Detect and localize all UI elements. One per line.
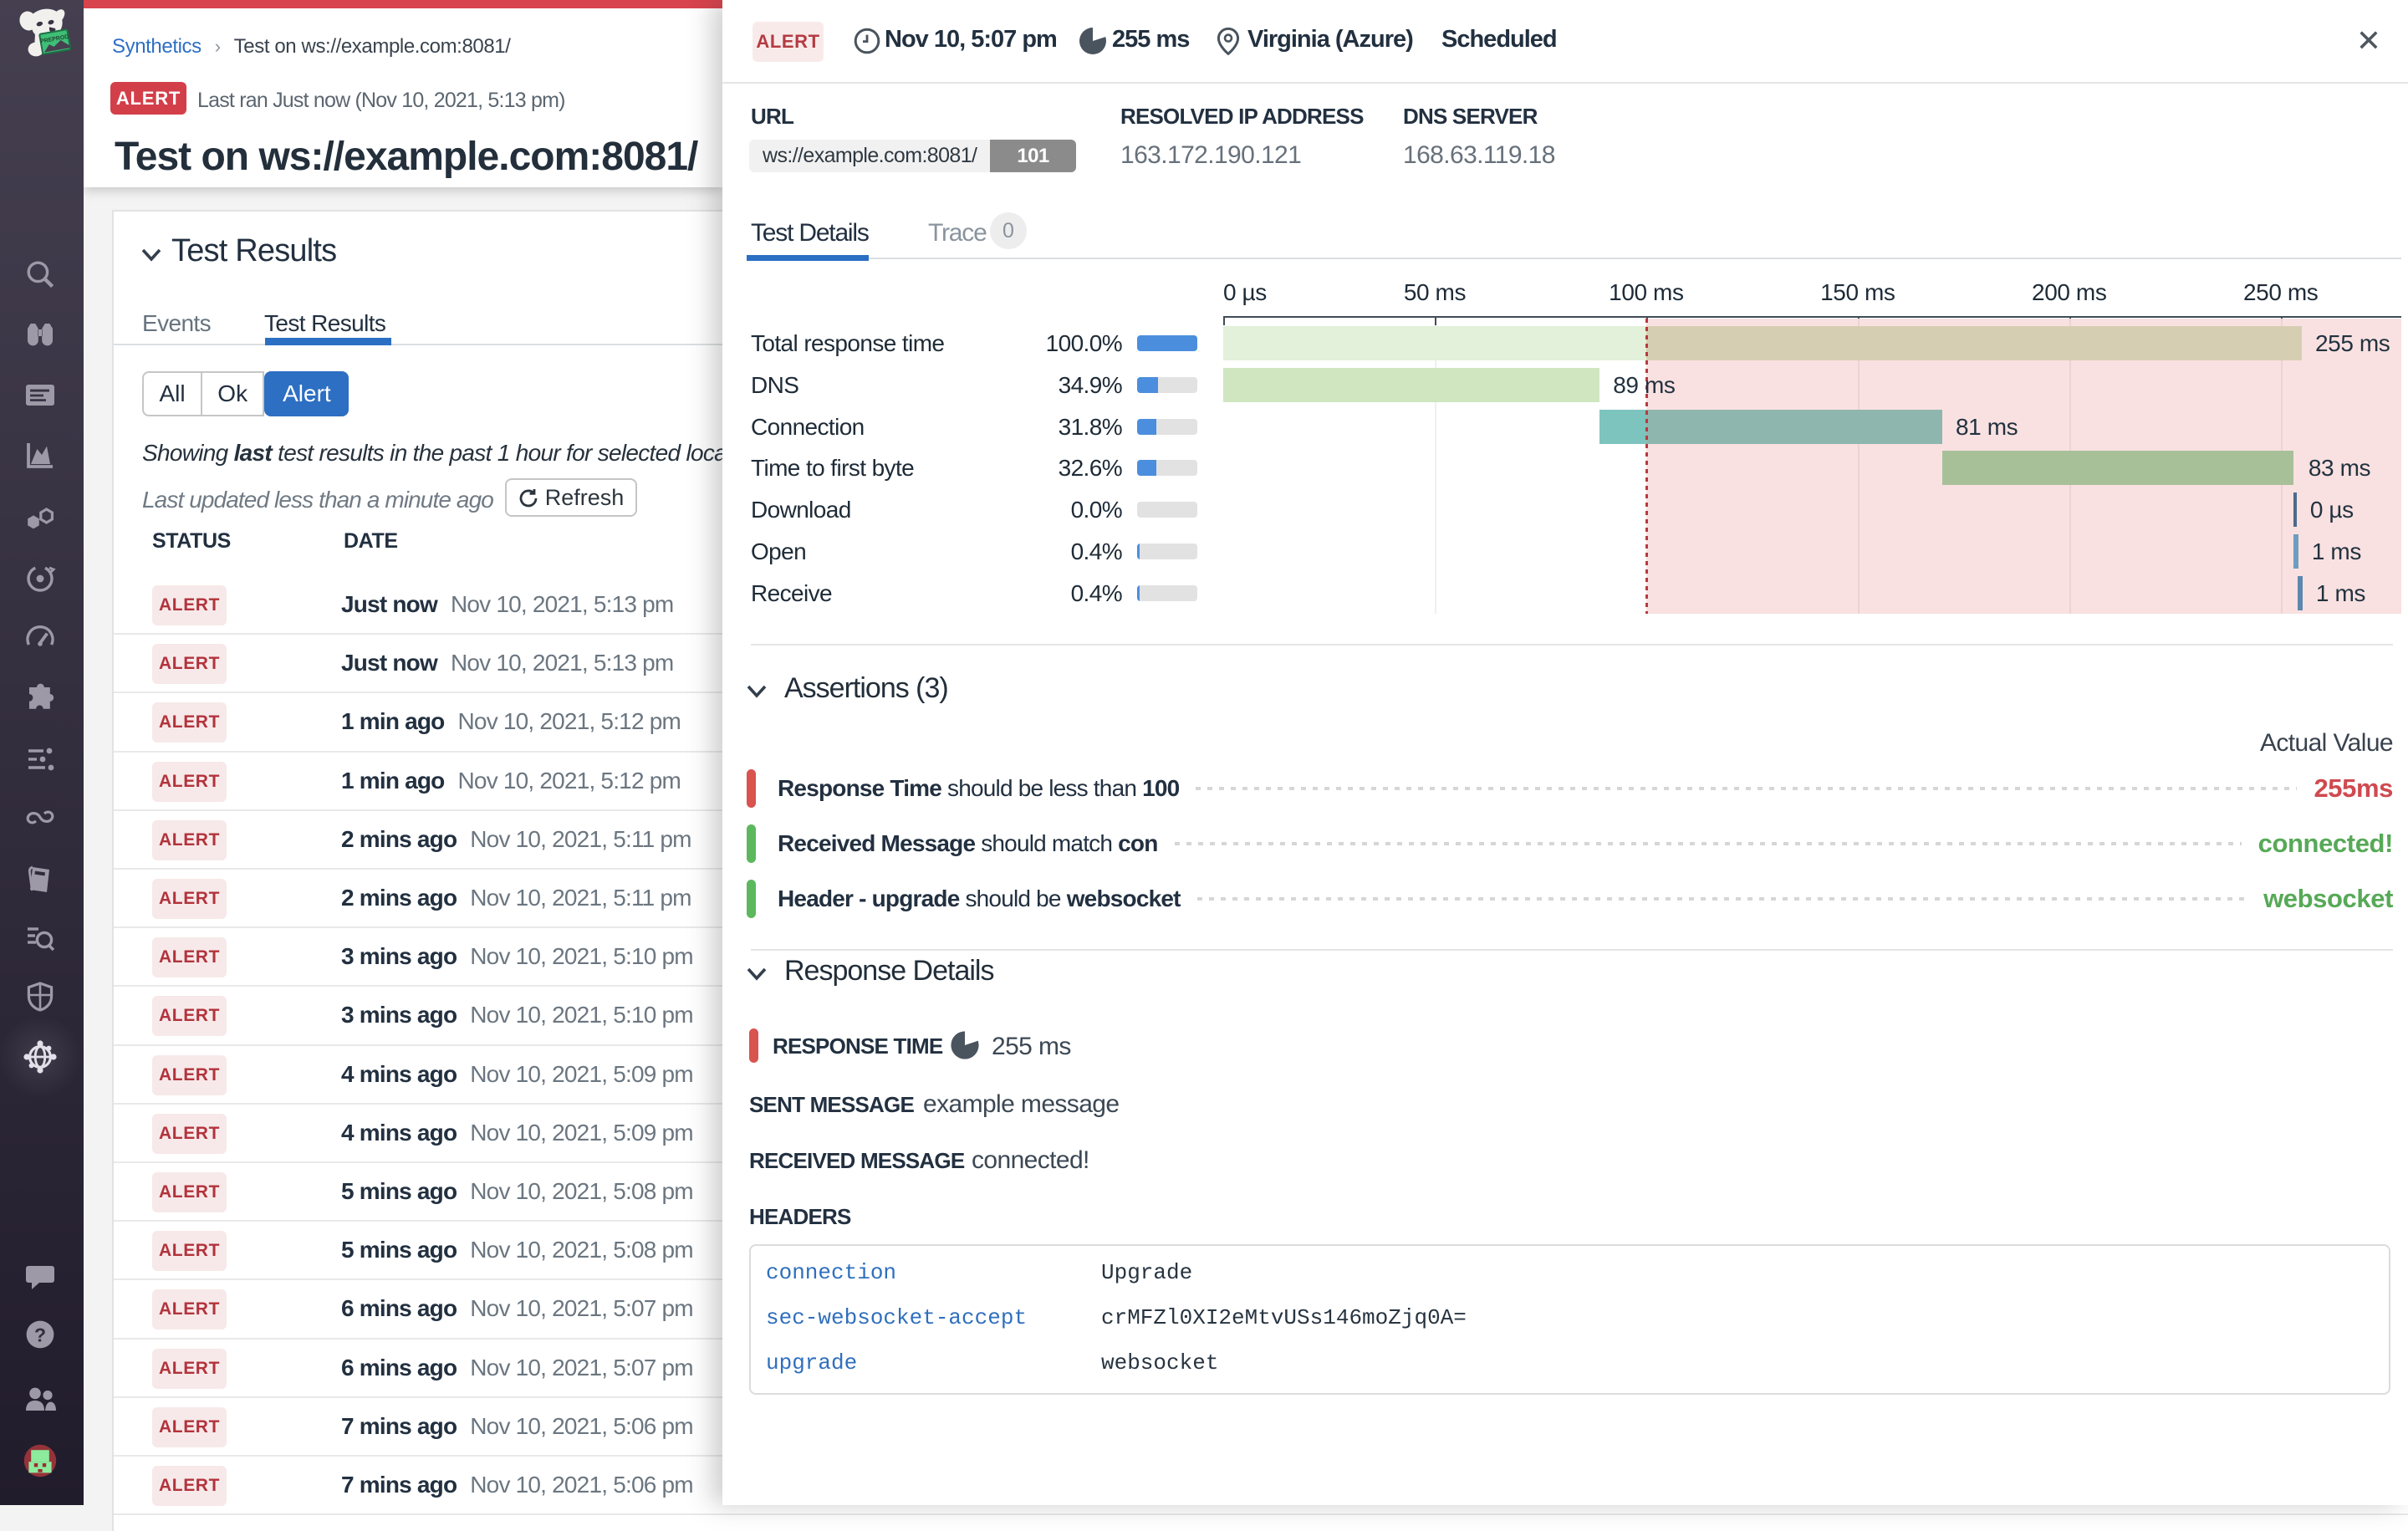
svg-text:?: ? [34,1324,46,1345]
